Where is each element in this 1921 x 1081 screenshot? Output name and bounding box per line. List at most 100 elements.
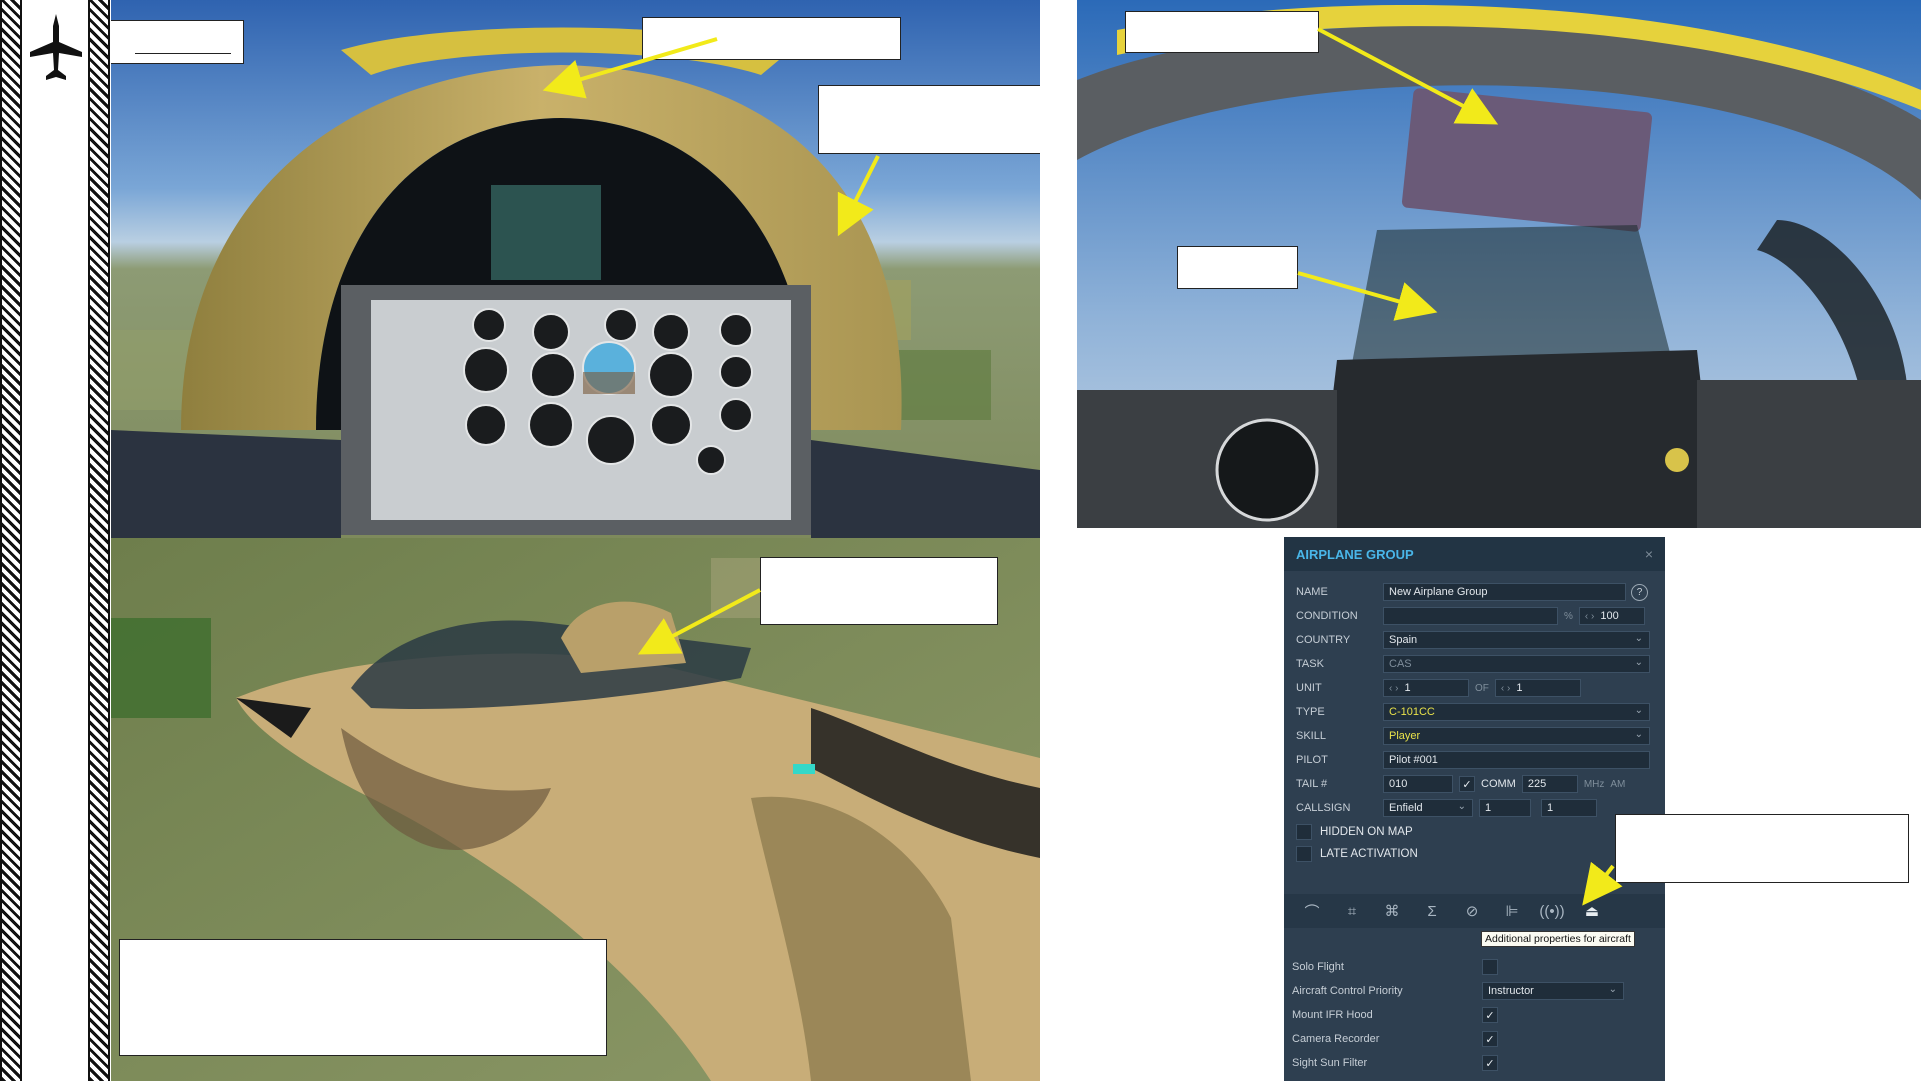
panel-tab-bar: ⌒ ⌗ ⌘ Σ ⊘ ⊫ ((•)) ⏏ xyxy=(1284,894,1665,928)
unit-of-label: OF xyxy=(1475,682,1489,694)
name-input[interactable]: New Airplane Group xyxy=(1383,583,1626,601)
unit-total-stepper[interactable]: ‹ › 1 xyxy=(1494,679,1581,697)
task-value: CAS xyxy=(1389,658,1412,670)
aircraft-exterior-photo xyxy=(111,538,1040,1081)
unit-stepper[interactable]: ‹ › 1 xyxy=(1383,679,1469,697)
country-label: COUNTRY xyxy=(1296,634,1351,646)
ifr-hood-photo xyxy=(1077,0,1921,528)
callsign-number-input[interactable]: 1 xyxy=(1541,799,1597,817)
solo-flight-checkbox[interactable] xyxy=(1482,959,1498,975)
callsign-label: CALLSIGN xyxy=(1296,802,1351,814)
condition-row: CONDITION % ‹ › 100 xyxy=(1296,606,1645,626)
callsign-flight-input[interactable]: 1 xyxy=(1479,799,1531,817)
pilot-input[interactable]: Pilot #001 xyxy=(1383,751,1650,769)
comm-label: COMM xyxy=(1481,778,1516,790)
sun-filter-label: Sight Sun Filter xyxy=(1292,1057,1368,1069)
control-priority-row: Aircraft Control Priority Instructor ⌄ xyxy=(1292,981,1652,1001)
control-priority-select[interactable]: Instructor ⌄ xyxy=(1482,982,1624,1000)
camera-recorder-row: Camera Recorder ✓ xyxy=(1292,1029,1652,1049)
ifr-hood-row: Mount IFR Hood ✓ xyxy=(1292,1005,1652,1025)
skill-label: SKILL xyxy=(1296,730,1326,742)
task-select[interactable]: CAS ⌄ xyxy=(1383,655,1650,673)
name-row: NAME New Airplane Group ? xyxy=(1296,582,1648,602)
unit-total-value: 1 xyxy=(1516,682,1523,694)
stepper-arrows-icon[interactable]: ‹ › xyxy=(1500,682,1511,694)
chevron-down-icon: ⌄ xyxy=(1634,729,1643,740)
additional-properties-icon[interactable]: ⏏ xyxy=(1584,903,1600,920)
payload-icon[interactable]: ⊫ xyxy=(1505,903,1519,920)
pilot-row: PILOT Pilot #001 xyxy=(1296,750,1650,770)
condition-unit: % xyxy=(1564,610,1573,622)
pilot-label: PILOT xyxy=(1296,754,1328,766)
summary-icon[interactable]: Σ xyxy=(1427,902,1437,920)
targets-icon[interactable]: ⌘ xyxy=(1384,903,1400,920)
sun-filter-row: Sight Sun Filter ✓ xyxy=(1292,1053,1652,1073)
task-label: TASK xyxy=(1296,658,1324,670)
control-priority-label: Aircraft Control Priority xyxy=(1292,985,1403,997)
unit-value: 1 xyxy=(1404,682,1411,694)
comm-checkbox[interactable]: ✓ xyxy=(1459,776,1475,792)
country-row: COUNTRY Spain ⌄ xyxy=(1296,630,1650,650)
skill-select[interactable]: Player ⌄ xyxy=(1383,727,1650,745)
callout-bottom-note xyxy=(119,939,607,1056)
camera-recorder-checkbox[interactable]: ✓ xyxy=(1482,1031,1498,1047)
unit-label: UNIT xyxy=(1296,682,1322,694)
camera-recorder-label: Camera Recorder xyxy=(1292,1033,1380,1045)
hidden-on-map-checkbox[interactable] xyxy=(1296,824,1312,840)
skill-row: SKILL Player ⌄ xyxy=(1296,726,1650,746)
route-icon[interactable]: ⌒ xyxy=(1304,903,1320,921)
stepper-arrows-icon[interactable]: ‹ › xyxy=(1389,682,1399,694)
callsign-value: Enfield xyxy=(1389,802,1423,814)
callout-hood-box xyxy=(1125,11,1319,53)
type-label: TYPE xyxy=(1296,706,1325,718)
ifr-hood-checkbox[interactable]: ✓ xyxy=(1482,1007,1498,1023)
failures-icon[interactable]: ⊘ xyxy=(1465,903,1479,920)
country-select[interactable]: Spain ⌄ xyxy=(1383,631,1650,649)
panel-header: AIRPLANE GROUP × xyxy=(1284,537,1665,571)
task-row: TASK CAS ⌄ xyxy=(1296,654,1650,674)
skill-value: Player xyxy=(1389,730,1421,742)
unit-row: UNIT ‹ › 1 OF ‹ › 1 xyxy=(1296,678,1581,698)
comm-input[interactable]: 225 xyxy=(1521,775,1578,793)
condition-label: CONDITION xyxy=(1296,610,1358,622)
condition-value: 100 xyxy=(1600,610,1619,622)
airplane-group-panel: AIRPLANE GROUP × NAME New Airplane Group… xyxy=(1284,537,1665,1081)
comm-modulation[interactable]: AM xyxy=(1610,778,1626,790)
tail-label: TAIL # xyxy=(1296,778,1328,790)
control-priority-value: Instructor xyxy=(1488,985,1534,997)
radio-icon[interactable]: ((•)) xyxy=(1539,902,1565,920)
callout-aircraft-canopy xyxy=(760,557,998,625)
chevron-down-icon: ⌄ xyxy=(1634,657,1643,668)
left-border-stripe-inner xyxy=(88,0,110,1081)
condition-slider[interactable] xyxy=(1383,607,1558,625)
tail-row: TAIL # 010 ✓ COMM 225 MHz AM xyxy=(1296,774,1631,794)
callout-title-underline xyxy=(135,53,231,54)
callsign-select[interactable]: Enfield ⌄ xyxy=(1383,799,1473,817)
callout-canopy-top xyxy=(642,17,901,60)
late-activation-checkbox[interactable] xyxy=(1296,846,1312,862)
close-icon[interactable]: × xyxy=(1644,546,1653,562)
triggered-actions-icon[interactable]: ⌗ xyxy=(1347,902,1357,920)
cockpit-canopy-photo xyxy=(111,0,1040,538)
late-row: LATE ACTIVATION xyxy=(1296,844,1418,864)
chevron-down-icon: ⌄ xyxy=(1457,801,1466,812)
left-border-stripe xyxy=(0,0,22,1081)
chevron-down-icon: ⌄ xyxy=(1634,633,1643,644)
type-select[interactable]: C-101CC ⌄ xyxy=(1383,703,1650,721)
stepper-arrows-icon[interactable]: ‹ › xyxy=(1584,610,1595,622)
aircraft-silhouette-icon xyxy=(30,14,82,80)
country-value: Spain xyxy=(1389,634,1418,646)
chevron-down-icon: ⌄ xyxy=(1608,984,1617,995)
comm-unit: MHz xyxy=(1583,778,1605,790)
sun-filter-checkbox[interactable]: ✓ xyxy=(1482,1055,1498,1071)
callout-canopy-side xyxy=(818,85,1040,154)
solo-flight-label: Solo Flight xyxy=(1292,961,1344,973)
tail-input[interactable]: 010 xyxy=(1383,775,1453,793)
help-icon[interactable]: ? xyxy=(1631,583,1648,601)
solo-flight-row: Solo Flight xyxy=(1292,957,1652,977)
condition-stepper[interactable]: ‹ › 100 xyxy=(1578,607,1645,625)
callsign-row: CALLSIGN Enfield ⌄ 1 1 xyxy=(1296,798,1597,818)
late-activation-label: LATE ACTIVATION xyxy=(1320,848,1418,860)
hidden-on-map-label: HIDDEN ON MAP xyxy=(1320,826,1413,838)
callout-hood-frame xyxy=(1177,246,1298,289)
